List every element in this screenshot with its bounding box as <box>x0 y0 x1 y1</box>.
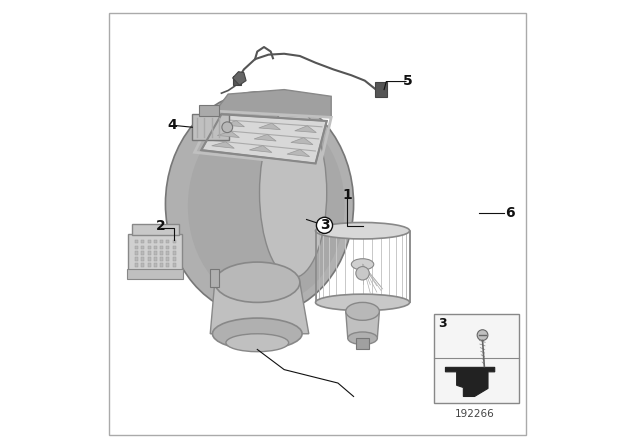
Bar <box>160 257 163 261</box>
Bar <box>154 240 157 243</box>
Bar <box>148 251 150 255</box>
Text: 3: 3 <box>438 317 447 330</box>
Polygon shape <box>445 367 495 396</box>
Bar <box>160 263 163 267</box>
Bar <box>160 251 163 255</box>
Bar <box>233 76 241 85</box>
Text: 6: 6 <box>505 206 515 220</box>
Circle shape <box>316 217 333 233</box>
Bar <box>154 263 157 267</box>
Ellipse shape <box>165 92 353 316</box>
Polygon shape <box>254 134 276 141</box>
Bar <box>135 263 138 267</box>
Bar <box>356 338 369 349</box>
Text: 5: 5 <box>403 73 412 88</box>
Bar <box>166 251 170 255</box>
Polygon shape <box>215 90 332 117</box>
Bar <box>154 246 157 249</box>
Ellipse shape <box>260 108 327 278</box>
Ellipse shape <box>215 262 300 302</box>
Polygon shape <box>291 138 313 145</box>
Bar <box>148 240 150 243</box>
Ellipse shape <box>316 294 410 310</box>
Ellipse shape <box>348 332 378 345</box>
Bar <box>173 251 176 255</box>
FancyBboxPatch shape <box>192 114 228 140</box>
Text: 3: 3 <box>319 218 330 233</box>
Bar <box>154 251 157 255</box>
Bar <box>141 257 145 261</box>
Ellipse shape <box>346 302 380 320</box>
Ellipse shape <box>316 223 410 239</box>
Bar <box>166 246 170 249</box>
Circle shape <box>477 330 488 340</box>
Circle shape <box>222 122 233 133</box>
Polygon shape <box>223 121 244 127</box>
Polygon shape <box>218 131 239 138</box>
Text: 1: 1 <box>342 188 352 202</box>
Text: 2: 2 <box>156 219 166 233</box>
Polygon shape <box>346 311 380 338</box>
Bar <box>166 257 170 261</box>
Ellipse shape <box>212 318 302 349</box>
Bar <box>173 257 176 261</box>
FancyBboxPatch shape <box>128 234 182 272</box>
Polygon shape <box>132 224 179 235</box>
Bar <box>141 240 145 243</box>
FancyBboxPatch shape <box>375 82 387 97</box>
Text: 4: 4 <box>167 117 177 132</box>
Bar <box>135 257 138 261</box>
Bar <box>166 263 170 267</box>
Bar <box>141 246 145 249</box>
Polygon shape <box>295 126 316 133</box>
Bar <box>154 257 157 261</box>
Bar <box>141 263 145 267</box>
Bar <box>166 240 170 243</box>
Bar <box>210 269 219 287</box>
Bar <box>148 263 150 267</box>
Bar <box>148 246 150 249</box>
Ellipse shape <box>351 259 374 270</box>
Text: 192266: 192266 <box>454 409 495 419</box>
Ellipse shape <box>188 108 344 305</box>
FancyBboxPatch shape <box>200 105 219 116</box>
Bar <box>135 246 138 249</box>
Circle shape <box>356 267 369 280</box>
Bar <box>160 246 163 249</box>
Ellipse shape <box>226 334 289 352</box>
Bar <box>148 257 150 261</box>
Polygon shape <box>287 150 310 157</box>
Bar <box>160 240 163 243</box>
Bar <box>173 240 176 243</box>
Bar <box>127 269 184 279</box>
Polygon shape <box>250 146 272 152</box>
Polygon shape <box>212 142 234 148</box>
Polygon shape <box>233 72 246 85</box>
Polygon shape <box>210 282 309 334</box>
Polygon shape <box>202 114 327 164</box>
Bar <box>435 314 520 403</box>
Bar <box>173 246 176 249</box>
Bar <box>135 251 138 255</box>
Bar <box>135 240 138 243</box>
Bar <box>173 263 176 267</box>
Polygon shape <box>259 123 280 129</box>
Bar <box>141 251 145 255</box>
